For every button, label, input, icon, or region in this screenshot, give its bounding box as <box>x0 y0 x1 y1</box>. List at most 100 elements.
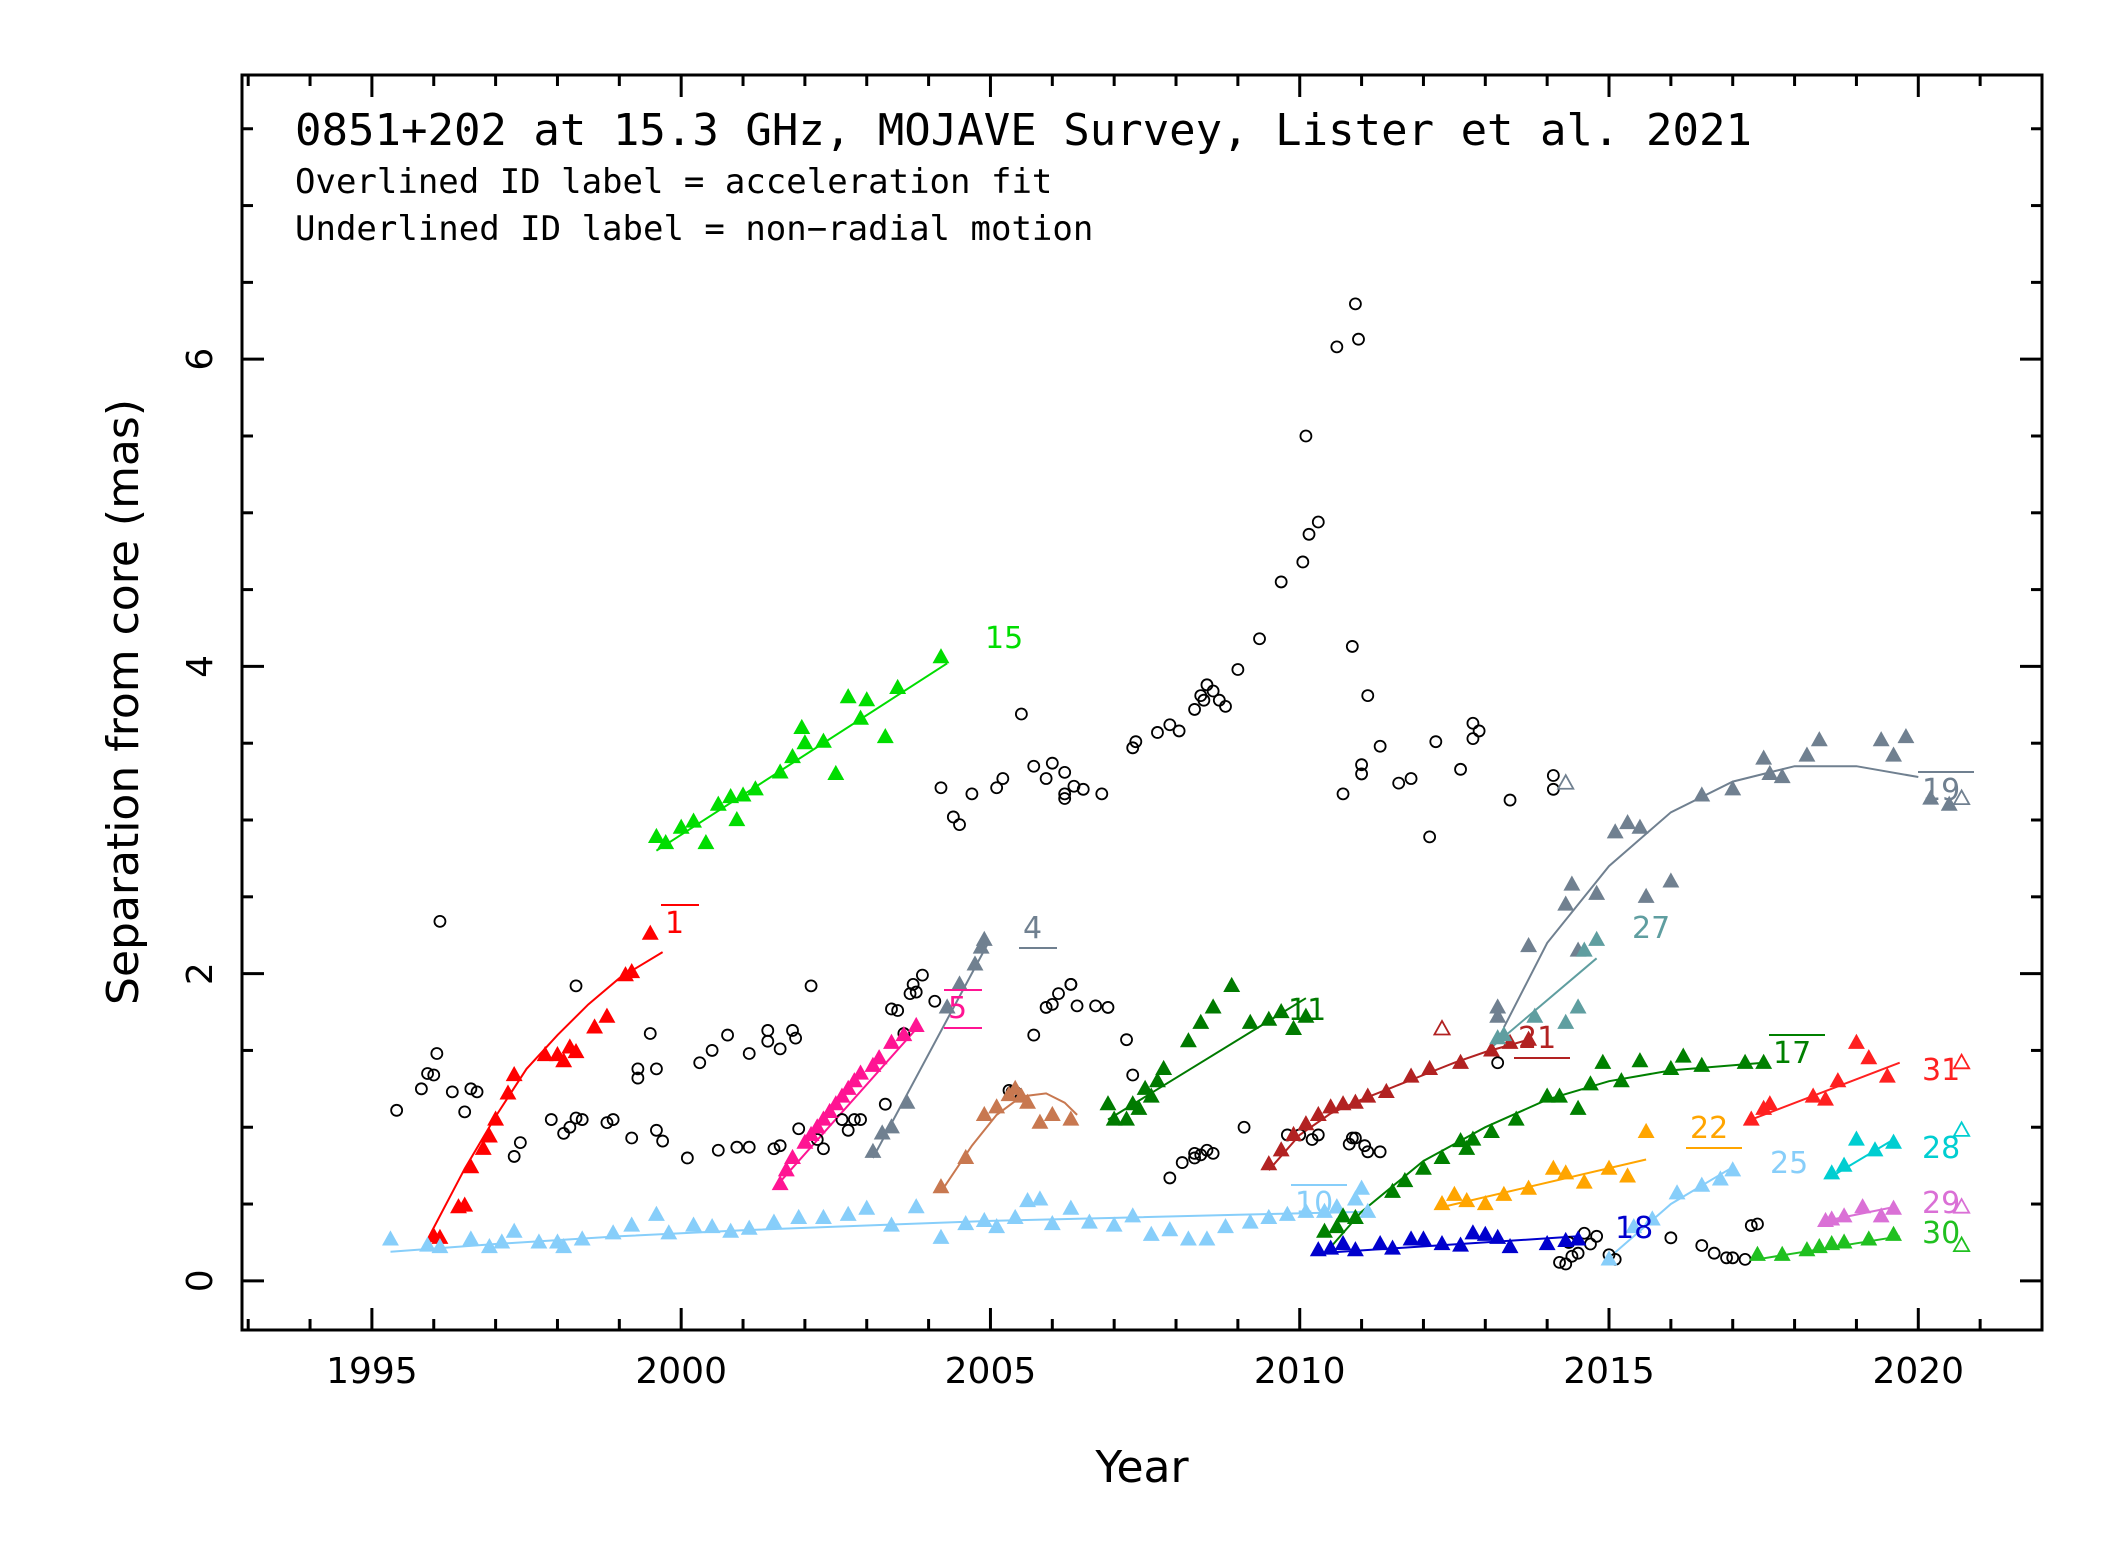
component-point-5 <box>784 1148 801 1165</box>
unassociated-point <box>1206 684 1220 698</box>
unassociated-point <box>569 979 583 993</box>
open-triangle-point <box>1432 1019 1452 1036</box>
component-point-11 <box>1142 1087 1160 1103</box>
unassociated-point <box>1553 1256 1566 1269</box>
component-point-19 <box>1724 780 1742 796</box>
unassociated-point <box>1064 977 1078 991</box>
unassociated-point <box>1590 1229 1604 1243</box>
unassociated-point <box>1126 741 1140 755</box>
unassociated-point <box>693 1056 707 1070</box>
component-point-21 <box>1346 1093 1364 1109</box>
unassociated-point <box>1361 1145 1375 1159</box>
component-point-17 <box>1551 1087 1568 1103</box>
component-point-27 <box>1569 998 1587 1014</box>
component-label-15: 15 <box>985 621 1023 656</box>
plot-frame <box>240 73 2044 1332</box>
unassociated-point <box>1361 689 1375 702</box>
unassociated-point <box>804 979 818 993</box>
component-point-15 <box>722 787 740 804</box>
component-point-5 <box>802 1125 820 1142</box>
component-point-4 <box>898 1093 916 1109</box>
component-point-29 <box>1835 1207 1853 1223</box>
component-point <box>932 1178 950 1194</box>
component-point-17 <box>1755 1053 1773 1069</box>
unassociated-point <box>1076 782 1090 796</box>
annotation-overline: Overlined ID label = acceleration fit <box>295 162 1052 202</box>
component-point-10 <box>480 1238 498 1254</box>
component-point-22 <box>1433 1195 1451 1211</box>
component-point-30 <box>1749 1245 1766 1261</box>
unassociated-point <box>631 1071 645 1085</box>
component-label-5: 5 <box>948 991 967 1026</box>
component-point-11 <box>1192 1013 1210 1029</box>
component-label-31: 31 <box>1922 1053 1960 1088</box>
component-point-25 <box>1693 1176 1711 1192</box>
component-label-29: 29 <box>1922 1186 1960 1221</box>
component-point-10 <box>907 1198 925 1214</box>
component-point-19 <box>1662 872 1680 888</box>
component-point-15 <box>876 728 894 744</box>
component-label-11: 11 <box>1288 993 1326 1028</box>
unassociated-point <box>464 1082 478 1096</box>
component-point-18 <box>1384 1239 1401 1255</box>
component-point-27 <box>1575 941 1593 957</box>
component-point-28 <box>1847 1130 1865 1146</box>
component-point-15 <box>746 780 764 796</box>
component-point <box>1043 1105 1061 1122</box>
chart-title: 0851+202 at 15.3 GHz, MOJAVE Survey, Lis… <box>295 105 1752 156</box>
unassociated-point <box>445 1085 459 1099</box>
component-label-10: 10 <box>1295 1186 1333 1221</box>
y-tick-label: 4 <box>180 655 221 678</box>
unassociated-point <box>1423 830 1437 844</box>
component-point-10 <box>1043 1214 1061 1231</box>
component-point-27 <box>1526 1007 1544 1023</box>
unassociated-point <box>835 1113 849 1126</box>
unassociated-point <box>507 1150 521 1163</box>
component-label-27: 27 <box>1632 911 1670 946</box>
component-point-15 <box>796 734 814 750</box>
unassociated-point <box>557 1126 571 1140</box>
component-point-15 <box>685 812 702 828</box>
unassociated-point <box>631 1062 645 1076</box>
y-axis: 0 2 4 6 <box>180 127 2042 1292</box>
component-point-1 <box>505 1065 523 1082</box>
component-point-19 <box>1773 767 1791 784</box>
component-point-15 <box>858 691 876 707</box>
component-point-17 <box>1569 1099 1587 1115</box>
component-point-11 <box>1118 1110 1135 1126</box>
component-point-4 <box>972 938 990 954</box>
component-point-10 <box>1198 1230 1216 1246</box>
component-point-5 <box>870 1049 888 1065</box>
component-point-10 <box>623 1216 641 1232</box>
x-tick-label: 2005 <box>945 1351 1037 1392</box>
unassociated-point <box>990 781 1004 795</box>
component-point-10 <box>883 1216 900 1232</box>
component-point-18 <box>1309 1241 1327 1257</box>
component-point-18 <box>1322 1239 1340 1255</box>
component-point-15 <box>709 795 727 811</box>
component-point-11 <box>1099 1095 1117 1111</box>
component-point-1 <box>623 963 641 979</box>
component-point-19 <box>1897 728 1915 744</box>
unassociated-point <box>742 1140 756 1154</box>
unassociated-point <box>916 968 929 982</box>
component-point-10 <box>722 1222 740 1238</box>
component-point-15 <box>793 718 811 734</box>
unassociated-point <box>1744 1219 1758 1232</box>
unassociated-point <box>1039 772 1053 785</box>
component-point-30 <box>1773 1245 1791 1261</box>
component-point-17 <box>1483 1122 1500 1138</box>
component-point-30 <box>1810 1238 1828 1254</box>
unassociated-point <box>1695 1239 1709 1252</box>
component-point-17 <box>1612 1072 1630 1088</box>
component-point-19 <box>1489 1007 1507 1023</box>
unassociated-point <box>1027 1028 1041 1042</box>
component-point-22 <box>1637 1122 1655 1138</box>
component-point-22 <box>1520 1179 1538 1195</box>
component-point-15 <box>734 786 752 802</box>
unassociated-point <box>1454 762 1467 776</box>
component-point-19 <box>1872 731 1890 747</box>
unassociated-point <box>650 1062 663 1076</box>
component-point-11 <box>1297 1007 1315 1023</box>
component-point-4 <box>938 998 956 1014</box>
